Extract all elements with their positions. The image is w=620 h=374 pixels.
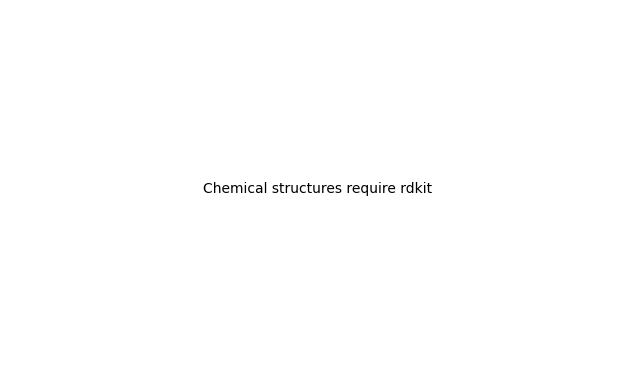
Text: Chemical structures require rdkit: Chemical structures require rdkit (203, 182, 432, 196)
